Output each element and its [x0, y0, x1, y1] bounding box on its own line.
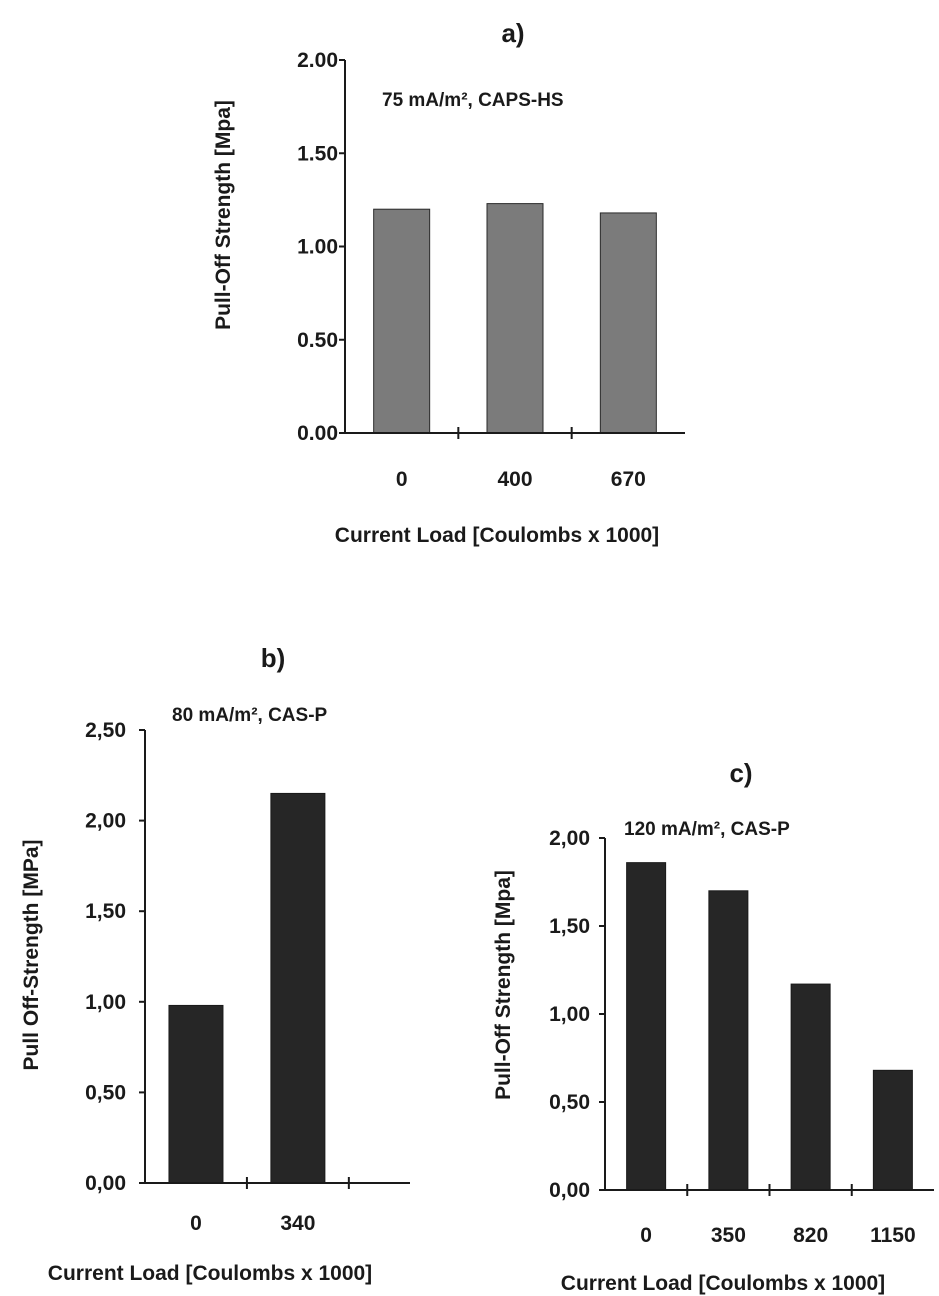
bar-0 — [626, 862, 667, 1191]
chart-annotation: 120 mA/m², CAS-P — [624, 819, 790, 840]
x-tick-label: 820 — [793, 1224, 828, 1247]
x-tick-label: 350 — [711, 1224, 746, 1247]
bar-340 — [270, 792, 326, 1184]
y-tick-label: 1.00 — [297, 236, 338, 259]
y-tick-label: 1,50 — [85, 900, 126, 923]
panel-label: c) — [729, 758, 752, 788]
bar-670 — [599, 212, 657, 434]
bar-820 — [790, 983, 831, 1191]
x-tick-label: 340 — [280, 1212, 315, 1235]
chart-b: b) 80 mA/m², CAS-P 0,00 0,50 1,00 1,50 2,00 2,5… — [20, 643, 410, 1285]
x-tick-label: 0 — [640, 1224, 652, 1247]
chart-a: a) 75 mA/m², CAPS-HS 0.00 0.50 1.00 1.50 2.00 0… — [212, 18, 685, 547]
bar-0 — [168, 1004, 224, 1184]
y-axis-title: Pull-Off Strength [Mpa] — [212, 100, 235, 330]
y-tick-label: 0.50 — [297, 329, 338, 352]
y-axis-title: Pull-Off Strength [Mpa] — [492, 870, 515, 1100]
y-tick-label: 2.00 — [297, 49, 338, 72]
y-tick-label: 0.00 — [297, 422, 338, 445]
x-tick-label: 400 — [497, 468, 532, 491]
chart-c: c) 120 mA/m², CAS-P 0,00 0,50 1,00 1,50 2,00 0 3… — [492, 758, 934, 1295]
y-axis-title: Pull Off-Strength [MPa] — [20, 840, 43, 1071]
chart-annotation: 80 mA/m², CAS-P — [172, 705, 328, 726]
bar-400 — [486, 203, 544, 434]
x-tick-label: 0 — [396, 468, 408, 491]
x-axis-title: Current Load [Coulombs x 1000] — [561, 1272, 885, 1295]
x-tick-label: 1150 — [870, 1224, 916, 1247]
y-tick-label: 1,00 — [549, 1003, 590, 1026]
chart-annotation: 75 mA/m², CAPS-HS — [382, 90, 564, 111]
y-tick-label: 0,50 — [549, 1091, 590, 1114]
y-tick-label: 1.50 — [297, 142, 338, 165]
panel-label: a) — [501, 18, 524, 48]
panel-label: b) — [261, 643, 286, 673]
y-tick-label: 1,00 — [85, 991, 126, 1014]
y-tick-label: 0,00 — [549, 1179, 590, 1202]
x-tick-label: 0 — [190, 1212, 202, 1235]
y-tick-label: 0,00 — [85, 1172, 126, 1195]
y-tick-label: 0,50 — [85, 1081, 126, 1104]
y-tick-label: 2,50 — [85, 719, 126, 742]
y-tick-label: 2,00 — [549, 827, 590, 850]
bar-1150 — [872, 1069, 913, 1191]
y-tick-label: 1,50 — [549, 915, 590, 938]
x-tick-label: 670 — [611, 468, 646, 491]
y-tick-label: 2,00 — [85, 810, 126, 833]
x-axis-title: Current Load [Coulombs x 1000] — [335, 524, 659, 547]
bar-0 — [373, 208, 431, 434]
bar-350 — [708, 890, 749, 1191]
x-axis-title: Current Load [Coulombs x 1000] — [48, 1262, 372, 1285]
